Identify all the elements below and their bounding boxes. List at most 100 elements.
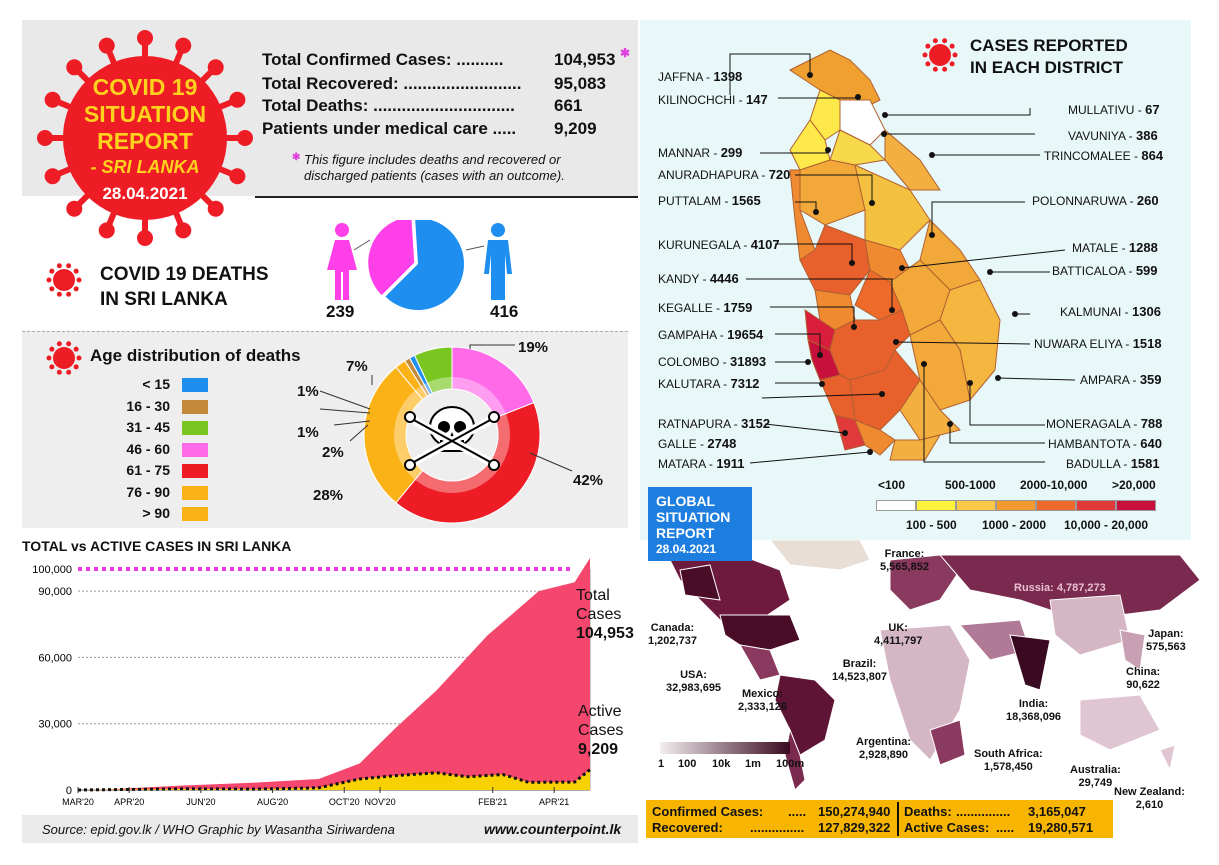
confirmed-value: 150,274,940 (818, 804, 891, 819)
y-tick-label: 100,000 (32, 564, 72, 576)
country-label: Argentina: 2,928,890 (856, 736, 911, 761)
country-label: China: 90,622 (1126, 666, 1161, 691)
age-donut-slice-highlight (427, 377, 452, 394)
total-cases-area (78, 558, 590, 790)
district-label: GALLE - 2748 (658, 436, 737, 451)
world-scale-label: 1m (745, 758, 761, 770)
district-label: KALMUNAI - 1306 (1060, 304, 1161, 319)
age-donut-slice (413, 346, 453, 395)
female-icon (327, 223, 357, 300)
asterisk-icon: ✱ (620, 46, 631, 60)
slice-label: 19% (518, 339, 549, 356)
slice-label: 28% (313, 487, 344, 504)
world-scale-label: 1 (658, 758, 665, 770)
stats-divider (897, 802, 899, 836)
y-tick-label: 30,000 (38, 719, 72, 731)
summary-label: Total Recovered: .......................… (262, 74, 522, 93)
district-label: KANDY - 4446 (658, 271, 739, 286)
country-label: Australia: 29,749 (1070, 764, 1121, 789)
summary-value: 661 (554, 96, 583, 115)
slice-label: 7% (346, 358, 368, 375)
country-label: USA: 32,983,695 (666, 669, 722, 694)
country-label: UK: 4,411,797 (874, 622, 923, 647)
map-legend-label: 100 - 500 (906, 518, 957, 532)
age-legend-label: 16 - 30 (126, 397, 170, 414)
age-legend-swatch (182, 507, 208, 521)
virus-icon (46, 341, 82, 375)
world-scale-label: 100m (776, 758, 805, 770)
age-donut-slice-highlight (452, 377, 506, 419)
age-donut-chart (319, 344, 573, 524)
global-box-date: 28.04.2021 (656, 542, 717, 556)
summary-note: This figure includes deaths and recovere… (304, 152, 565, 183)
district-label: KEGALLE - 1759 (658, 300, 753, 315)
world-scale-label: 100 (678, 758, 697, 770)
map-legend-swatch (996, 500, 1036, 511)
district-label: GAMPAHA - 19654 (658, 327, 764, 342)
x-tick-label: NOV'20 (364, 797, 395, 807)
age-donut-slice-highlight (415, 413, 510, 493)
district-label: KILINOCHCHI - 147 (658, 92, 768, 107)
district-label: VAVUNIYA - 386 (1068, 128, 1158, 143)
age-donut-slice-highlight (415, 386, 428, 400)
female-deaths: 239 (326, 302, 355, 321)
report-subtitle: - SRI LANKA (90, 157, 200, 177)
age-legend-swatch (182, 421, 208, 435)
virus-icon (922, 38, 958, 72)
map-legend-label: 10,000 - 20,000 (1064, 518, 1149, 532)
deaths-dots: ............... (956, 804, 1011, 819)
district-label: MANNAR - 299 (658, 145, 743, 160)
male-icon (484, 223, 512, 300)
map-legend-swatch (916, 500, 956, 511)
district-label: COLOMBO - 31893 (658, 354, 767, 369)
age-legend-label: 46 - 60 (126, 440, 170, 457)
active-cases-line (77, 768, 591, 792)
district-label: KURUNEGALA - 4107 (658, 237, 780, 252)
map-title: CASES REPORTED IN EACH DISTRICT (970, 35, 1128, 79)
global-box-line2: SITUATION (656, 509, 731, 525)
district-label: POLONNARUWA - 260 (1032, 193, 1159, 208)
x-tick-label: APR'20 (114, 797, 144, 807)
skull-icon (404, 406, 500, 471)
district-label: HAMBANTOTA - 640 (1048, 436, 1162, 451)
divider (255, 196, 638, 198)
y-tick-label: 0 (66, 785, 72, 797)
age-legend-swatch (182, 464, 208, 478)
district-label: MONERAGALA - 788 (1046, 416, 1163, 431)
district-label: RATNAPURA - 3152 (658, 416, 771, 431)
district-label: KALUTARA - 7312 (658, 376, 760, 391)
x-tick-label: OCT'20 (329, 797, 360, 807)
footer-site: www.counterpoint.lk (484, 821, 622, 837)
deaths-title: COVID 19 DEATHS IN SRI LANKA (100, 262, 269, 312)
district-label: MATARA - 1911 (658, 456, 745, 471)
age-title: Age distribution of deaths (90, 346, 301, 365)
line-chart-title: TOTAL vs ACTIVE CASES IN SRI LANKA (22, 538, 292, 554)
report-title: COVID 19 SITUATION REPORT (60, 74, 230, 155)
age-donut-slice-highlight (420, 384, 430, 397)
map-title-line1: CASES REPORTED (970, 36, 1128, 55)
map-legend-label: <100 (878, 478, 906, 492)
slice-label: 1% (297, 424, 319, 441)
summary-label: Total Deaths: ..........................… (262, 96, 515, 115)
total-cases-label: Total Cases 104,953 (576, 586, 634, 643)
gender-pie-slice (385, 220, 464, 310)
y-tick-label: 60,000 (38, 652, 72, 664)
total-cases-value: 104,953 (576, 625, 634, 642)
map-title-line2: IN EACH DISTRICT (970, 58, 1123, 77)
gender-chart (327, 220, 512, 310)
summary-value: 104,953 (554, 50, 616, 69)
virus-badge-icon (37, 30, 253, 246)
age-legend-label: 76 - 90 (126, 483, 170, 500)
age-legend-label: 31 - 45 (126, 419, 170, 435)
district-label: PUTTALAM - 1565 (658, 193, 761, 208)
world-scale-bar (660, 742, 790, 754)
map-legend-swatch (1116, 500, 1156, 511)
active-value: 19,280,571 (1028, 820, 1094, 835)
country-label-russia: Russia: 4,787,273 (1014, 582, 1106, 594)
x-tick-label: APR'21 (539, 797, 569, 807)
confirmed-dots: ..... (788, 804, 807, 819)
map-legend-swatch (956, 500, 996, 511)
district-label: MATALE - 1288 (1072, 240, 1158, 255)
report-title-line3: REPORT (97, 128, 193, 154)
active-cases-label: Active Cases 9,209 (578, 702, 623, 759)
